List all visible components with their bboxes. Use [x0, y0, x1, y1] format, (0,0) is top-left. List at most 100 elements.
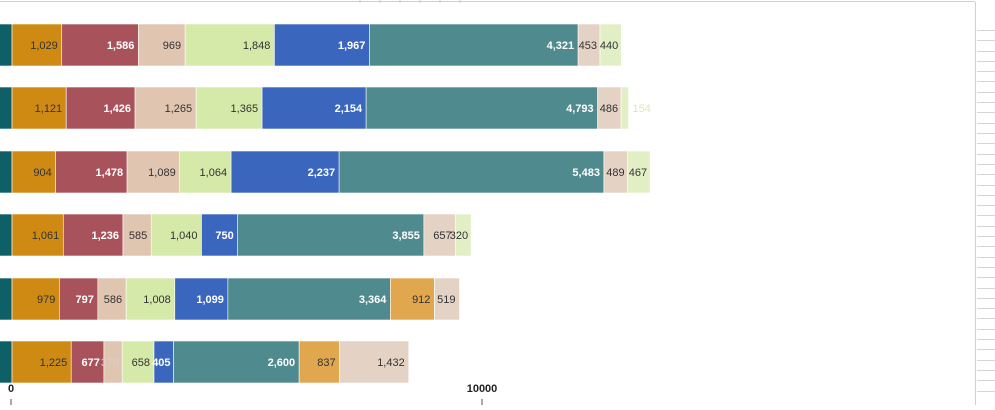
- bar-value-label: 1,478: [96, 167, 124, 179]
- bar-segment: [121, 340, 155, 384]
- bar-segment: [369, 23, 579, 67]
- bar-row: 1,029 1,586 969 1,848 1,967 4,321 453 440: [0, 23, 622, 67]
- bar-segment: [0, 150, 13, 194]
- bar-segment: [0, 86, 13, 130]
- bar-value-label: 2,154: [335, 103, 363, 115]
- bar-value-label: 1,040: [170, 230, 198, 242]
- bar-value-label: 1,236: [91, 230, 119, 242]
- bar-segment: [195, 86, 263, 130]
- bar-value-label: 904: [33, 167, 51, 179]
- bar-value-label: 440: [600, 40, 618, 52]
- bar-value-label: 1,365: [231, 103, 259, 115]
- bar-value-label: 1,121: [35, 103, 63, 115]
- bar-value-label: 467: [629, 167, 647, 179]
- bar-value-label: 657: [433, 230, 451, 242]
- bar-segment: [11, 23, 63, 67]
- bar-value-label: 1,265: [165, 103, 193, 115]
- bar-segment: [0, 23, 13, 67]
- bar-value-label: 677: [82, 357, 100, 369]
- side-panel-lines: [977, 30, 995, 392]
- x-tick-label: 10000: [467, 383, 498, 395]
- bar-value-label: 3,364: [359, 294, 387, 306]
- bar-row: 1,121 1,426 1,265 1,365 2,154 4,793 486 154: [0, 86, 651, 130]
- bar-value-label: 4,321: [547, 40, 575, 52]
- bar-value-label: 453: [579, 40, 597, 52]
- bar-value-label: 1,426: [104, 103, 132, 115]
- bar-value-label: 837: [317, 357, 335, 369]
- bar-segment: [261, 86, 367, 130]
- bar-value-label: 1,029: [30, 40, 58, 52]
- x-tick-label: 0: [8, 383, 14, 395]
- bar-value-label: 1,586: [107, 40, 135, 52]
- bar-value-label: 912: [412, 294, 430, 306]
- bar-segment: [174, 277, 229, 321]
- bar-segment: [179, 150, 232, 194]
- bar-row: 1,225 677 379 658 405 2,600 837 1,432: [0, 340, 410, 384]
- bar-value-label: 585: [129, 230, 147, 242]
- bar-segment: [627, 150, 651, 194]
- bar-segment: [237, 213, 425, 257]
- bar-value-label: 519: [437, 294, 455, 306]
- bar-value-label: 1,848: [243, 40, 271, 52]
- bar-value-label: 379: [101, 357, 119, 369]
- bar-row: 904 1,478 1,089 1,064 2,237 5,483 489 467: [0, 150, 651, 194]
- bar-value-label: 489: [606, 167, 624, 179]
- bar-segment: [0, 277, 13, 321]
- bar-segment: [230, 150, 340, 194]
- bar-value-label: 2,237: [308, 167, 336, 179]
- bar-segment: [338, 150, 605, 194]
- bar-segment: [61, 23, 139, 67]
- bar-value-label: 1,099: [196, 294, 224, 306]
- bar-value-label: 1,089: [148, 167, 176, 179]
- bar-segment: [423, 213, 456, 257]
- bar-value-label: 1,064: [200, 167, 228, 179]
- bar-segment: [298, 340, 340, 384]
- chart-frame: [0, 0, 976, 405]
- bar-value-label: 658: [132, 357, 150, 369]
- bar-value-label: 1,008: [143, 294, 171, 306]
- bar-segment: [620, 86, 629, 130]
- bar-value-label: 1,225: [40, 357, 68, 369]
- bar-value-label: 586: [104, 294, 122, 306]
- bar-segment: [134, 86, 197, 130]
- bar-segment: [11, 340, 72, 384]
- bar-value-label: 2,600: [268, 357, 296, 369]
- bar-value-label: 154: [633, 103, 651, 115]
- bar-segment: [59, 277, 99, 321]
- bar-segment: [150, 213, 202, 257]
- bar-segment: [55, 150, 128, 194]
- bar-segment: [173, 340, 300, 384]
- bar-value-label: 1,432: [377, 357, 405, 369]
- bar-value-label: 486: [600, 103, 618, 115]
- bar-value-label: 750: [215, 230, 233, 242]
- bar-segment: [11, 86, 67, 130]
- bar-segment: [0, 340, 13, 384]
- bar-value-label: 405: [152, 357, 170, 369]
- bar-value-label: 320: [450, 230, 468, 242]
- bar-value-label: 969: [163, 40, 181, 52]
- bar-segment: [97, 277, 127, 321]
- bar-segment: [365, 86, 598, 130]
- bar-segment: [599, 23, 622, 67]
- bar-segment: [11, 277, 60, 321]
- bar-value-label: 4,793: [566, 103, 594, 115]
- bar-segment: [65, 86, 136, 130]
- bar-segment: [390, 277, 435, 321]
- bar-segment: [62, 213, 124, 257]
- bar-segment: [11, 213, 64, 257]
- bar-value-label: 797: [75, 294, 93, 306]
- bar-value-label: 979: [37, 294, 55, 306]
- bar-segment: [201, 213, 238, 257]
- bar-value-label: 3,855: [392, 230, 420, 242]
- bar-segment: [70, 340, 105, 384]
- bar-segment: [0, 213, 13, 257]
- x-axis: 0 10000: [8, 383, 497, 405]
- bar-segment: [125, 277, 176, 321]
- bar-row: 979 797 586 1,008 1,099 3,364 912 519: [0, 277, 460, 321]
- bar-segment: [434, 277, 460, 321]
- bar-value-label: 1,967: [338, 40, 366, 52]
